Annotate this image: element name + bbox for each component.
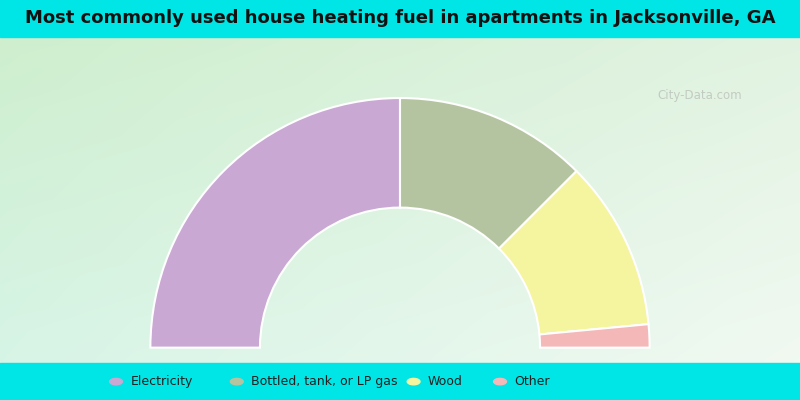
Text: Wood: Wood bbox=[428, 375, 463, 388]
Bar bbox=[0, 0, 800, 37]
Circle shape bbox=[110, 378, 122, 385]
Bar bbox=[0, 363, 800, 400]
Wedge shape bbox=[150, 98, 400, 348]
Text: Bottled, tank, or LP gas: Bottled, tank, or LP gas bbox=[251, 375, 398, 388]
Wedge shape bbox=[499, 171, 649, 334]
Text: Other: Other bbox=[514, 375, 550, 388]
Text: City-Data.com: City-Data.com bbox=[658, 90, 742, 102]
Text: Electricity: Electricity bbox=[130, 375, 193, 388]
Text: Most commonly used house heating fuel in apartments in Jacksonville, GA: Most commonly used house heating fuel in… bbox=[25, 9, 775, 27]
Wedge shape bbox=[400, 98, 577, 249]
Wedge shape bbox=[539, 324, 650, 348]
Circle shape bbox=[494, 378, 506, 385]
Circle shape bbox=[407, 378, 420, 385]
Circle shape bbox=[230, 378, 243, 385]
